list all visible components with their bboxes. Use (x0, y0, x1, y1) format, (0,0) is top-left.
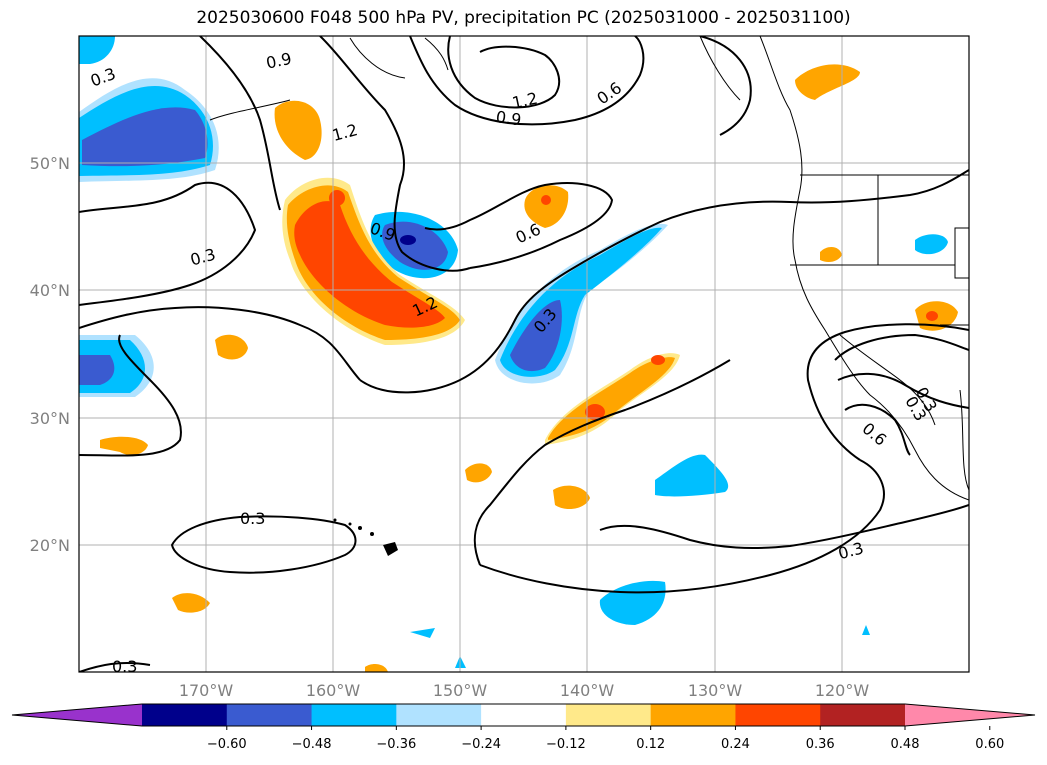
colorbar-tick-label: 0.36 (806, 737, 835, 752)
colorbar-swatch (396, 704, 482, 726)
islands (333, 518, 398, 556)
contour-label: 1.2 (510, 89, 539, 113)
colorbar-swatch (565, 704, 652, 726)
lon-label: 150°W (433, 681, 488, 700)
lon-label: 170°W (179, 681, 234, 700)
lat-label: 40°N (30, 281, 70, 300)
colorbar-tick-label: 0.48 (891, 737, 920, 752)
colorbar-labels: −0.60 −0.48 −0.36 −0.24 −0.12 0.12 0.24 0.36 0.4… (207, 726, 1004, 752)
colorbar-extend-low (12, 704, 142, 726)
contour-label: 0.3 (240, 509, 265, 528)
colorbar-tick-label: −0.60 (207, 737, 247, 752)
colorbar-swatch (226, 704, 313, 726)
contour-label: 0.9 (495, 107, 523, 129)
coastlines (209, 36, 969, 501)
colorbar-tick-label: 0.12 (636, 737, 665, 752)
contour-label: 0.9 (264, 49, 293, 73)
colorbar-swatch (735, 704, 821, 726)
colorbar (11, 703, 1036, 727)
colorbar-swatch (820, 704, 906, 726)
lat-label: 50°N (30, 154, 70, 173)
lon-label: 120°W (815, 681, 870, 700)
map-frame (78, 35, 970, 673)
lon-labels: 170°W 160°W 150°W 140°W 130°W 120°W (179, 681, 870, 700)
colorbar-tick-label: 0.24 (721, 737, 750, 752)
colorbar-tick-label: −0.36 (376, 737, 416, 752)
colorbar-swatch (481, 704, 567, 726)
lat-label: 20°N (30, 536, 70, 555)
map-title: 2025030600 F048 500 hPa PV, precipitatio… (196, 8, 851, 28)
colorbar-outline (11, 703, 1036, 727)
graticule (79, 36, 969, 672)
colorbar-tick-label: −0.48 (292, 737, 332, 752)
colorbar-swatch (142, 704, 228, 726)
pv-contours (79, 36, 969, 672)
colorbar-tick-label: −0.24 (461, 737, 501, 752)
lat-label: 30°N (30, 409, 70, 428)
colorbar-swatch (650, 704, 736, 726)
colorbar-swatch (311, 704, 397, 726)
contour-label: 0.3 (112, 657, 137, 676)
lon-label: 140°W (560, 681, 615, 700)
lat-labels: 50°N 40°N 30°N 20°N (30, 154, 70, 555)
shading-layer (79, 36, 958, 672)
lon-label: 160°W (306, 681, 361, 700)
map-area: 0.3 0.9 1.2 0.9 1.2 0.6 0.3 0.9 0.6 1.2 … (79, 36, 969, 676)
colorbar-tick-label: 0.60 (975, 737, 1004, 752)
lon-label: 130°W (688, 681, 743, 700)
colorbar-extend-high (905, 704, 1035, 726)
colorbar-tick-label: −0.12 (546, 737, 586, 752)
